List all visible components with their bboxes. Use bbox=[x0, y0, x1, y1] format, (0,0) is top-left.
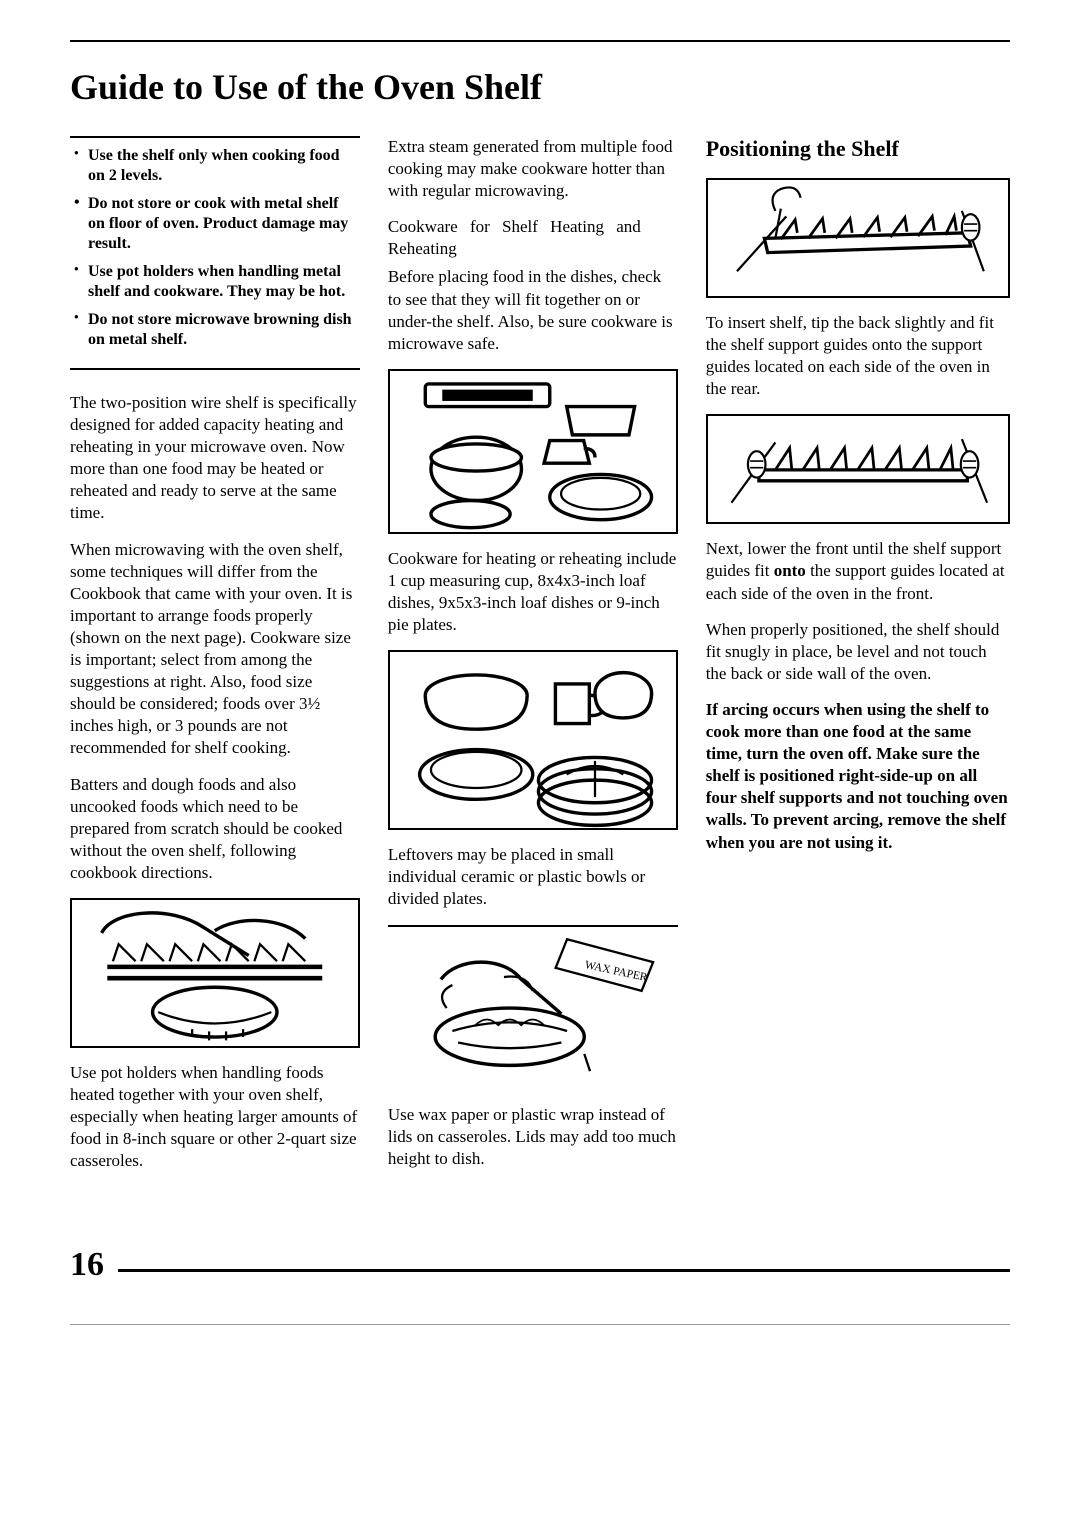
figure-shelf-flat bbox=[706, 414, 1010, 524]
body-paragraph: The two-position wire shelf is specifica… bbox=[70, 392, 360, 525]
shelf-tilt-icon bbox=[715, 178, 1000, 299]
body-paragraph: Use pot holders when handling foods heat… bbox=[70, 1062, 360, 1172]
warning-item: Use pot holders when handling metal shel… bbox=[74, 262, 356, 302]
body-paragraph: Next, lower the front until the shelf su… bbox=[706, 538, 1010, 604]
bold-word: onto bbox=[774, 561, 806, 580]
warning-item: Do not store microwave browning dish on … bbox=[74, 310, 356, 350]
body-paragraph: Use wax paper or plastic wrap instead of… bbox=[388, 1104, 678, 1170]
figure-cookware-set bbox=[388, 369, 678, 534]
footer-rule bbox=[70, 1324, 1010, 1325]
figure-potholders bbox=[70, 898, 360, 1048]
figure-shelf-tilt bbox=[706, 178, 1010, 298]
waxpaper-icon: WAX PAPER bbox=[395, 922, 670, 1094]
figure-bowls bbox=[388, 650, 678, 830]
warning-item: Use the shelf only when cooking food on … bbox=[74, 146, 356, 186]
arcing-warning: If arcing occurs when using the shelf to… bbox=[706, 699, 1010, 854]
page-number: 16 bbox=[70, 1246, 104, 1284]
body-paragraph: When microwaving with the oven shelf, so… bbox=[70, 539, 360, 760]
column-middle: Extra steam generated from multiple food… bbox=[388, 136, 678, 1186]
top-rule bbox=[70, 40, 1010, 42]
body-paragraph: To insert shelf, tip the back slightly a… bbox=[706, 312, 1010, 400]
figure-waxpaper: WAX PAPER bbox=[388, 925, 678, 1090]
body-paragraph: When properly positioned, the shelf shou… bbox=[706, 619, 1010, 685]
cookware-heading: Cookware for Shelf Heating and Reheating bbox=[388, 216, 678, 260]
warning-text: Use pot holders when handling metal shel… bbox=[88, 263, 345, 300]
bowls-icon bbox=[397, 650, 669, 831]
shelf-flat-icon bbox=[715, 415, 1000, 525]
body-paragraph: Batters and dough foods and also uncooke… bbox=[70, 774, 360, 884]
body-paragraph: Cookware for heating or reheating includ… bbox=[388, 548, 678, 636]
page-title: Guide to Use of the Oven Shelf bbox=[70, 66, 1010, 108]
page: Guide to Use of the Oven Shelf Use the s… bbox=[0, 0, 1080, 1355]
columns: Use the shelf only when cooking food on … bbox=[70, 136, 1010, 1186]
body-paragraph: Before placing food in the dishes, check… bbox=[388, 266, 678, 354]
warning-text: Do not store or cook with metal shelf on… bbox=[88, 195, 348, 252]
bottom-rule bbox=[118, 1269, 1010, 1272]
body-paragraph: Leftovers may be placed in small individ… bbox=[388, 844, 678, 910]
cookware-set-icon bbox=[397, 367, 669, 537]
page-footer: 16 bbox=[70, 1246, 1010, 1284]
warning-text: Do not store microwave browning dish on … bbox=[88, 311, 352, 348]
warning-text: Use the shelf only when cooking food on … bbox=[88, 147, 340, 184]
warning-box: Use the shelf only when cooking food on … bbox=[70, 136, 360, 370]
warning-item: Do not store or cook with metal shelf on… bbox=[74, 194, 356, 254]
body-paragraph: Extra steam generated from multiple food… bbox=[388, 136, 678, 202]
column-left: Use the shelf only when cooking food on … bbox=[70, 136, 360, 1186]
positioning-heading: Positioning the Shelf bbox=[706, 136, 1010, 162]
potholders-icon bbox=[79, 899, 351, 1046]
warning-list: Use the shelf only when cooking food on … bbox=[74, 146, 356, 350]
column-right: Positioning the Shelf To insert shelf, t… bbox=[706, 136, 1010, 1186]
